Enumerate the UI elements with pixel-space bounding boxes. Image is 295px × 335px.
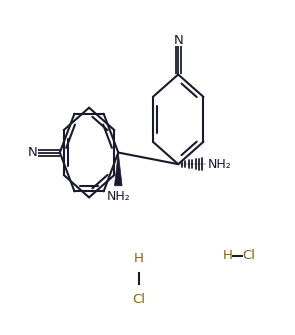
Text: Cl: Cl bbox=[132, 293, 145, 306]
Text: N: N bbox=[173, 34, 183, 47]
Polygon shape bbox=[114, 152, 122, 186]
Text: N: N bbox=[28, 146, 37, 159]
Text: H: H bbox=[134, 252, 144, 265]
Text: NH₂: NH₂ bbox=[208, 158, 232, 171]
Text: NH₂: NH₂ bbox=[106, 190, 130, 203]
Text: H: H bbox=[223, 249, 233, 262]
Text: Cl: Cl bbox=[242, 249, 255, 262]
